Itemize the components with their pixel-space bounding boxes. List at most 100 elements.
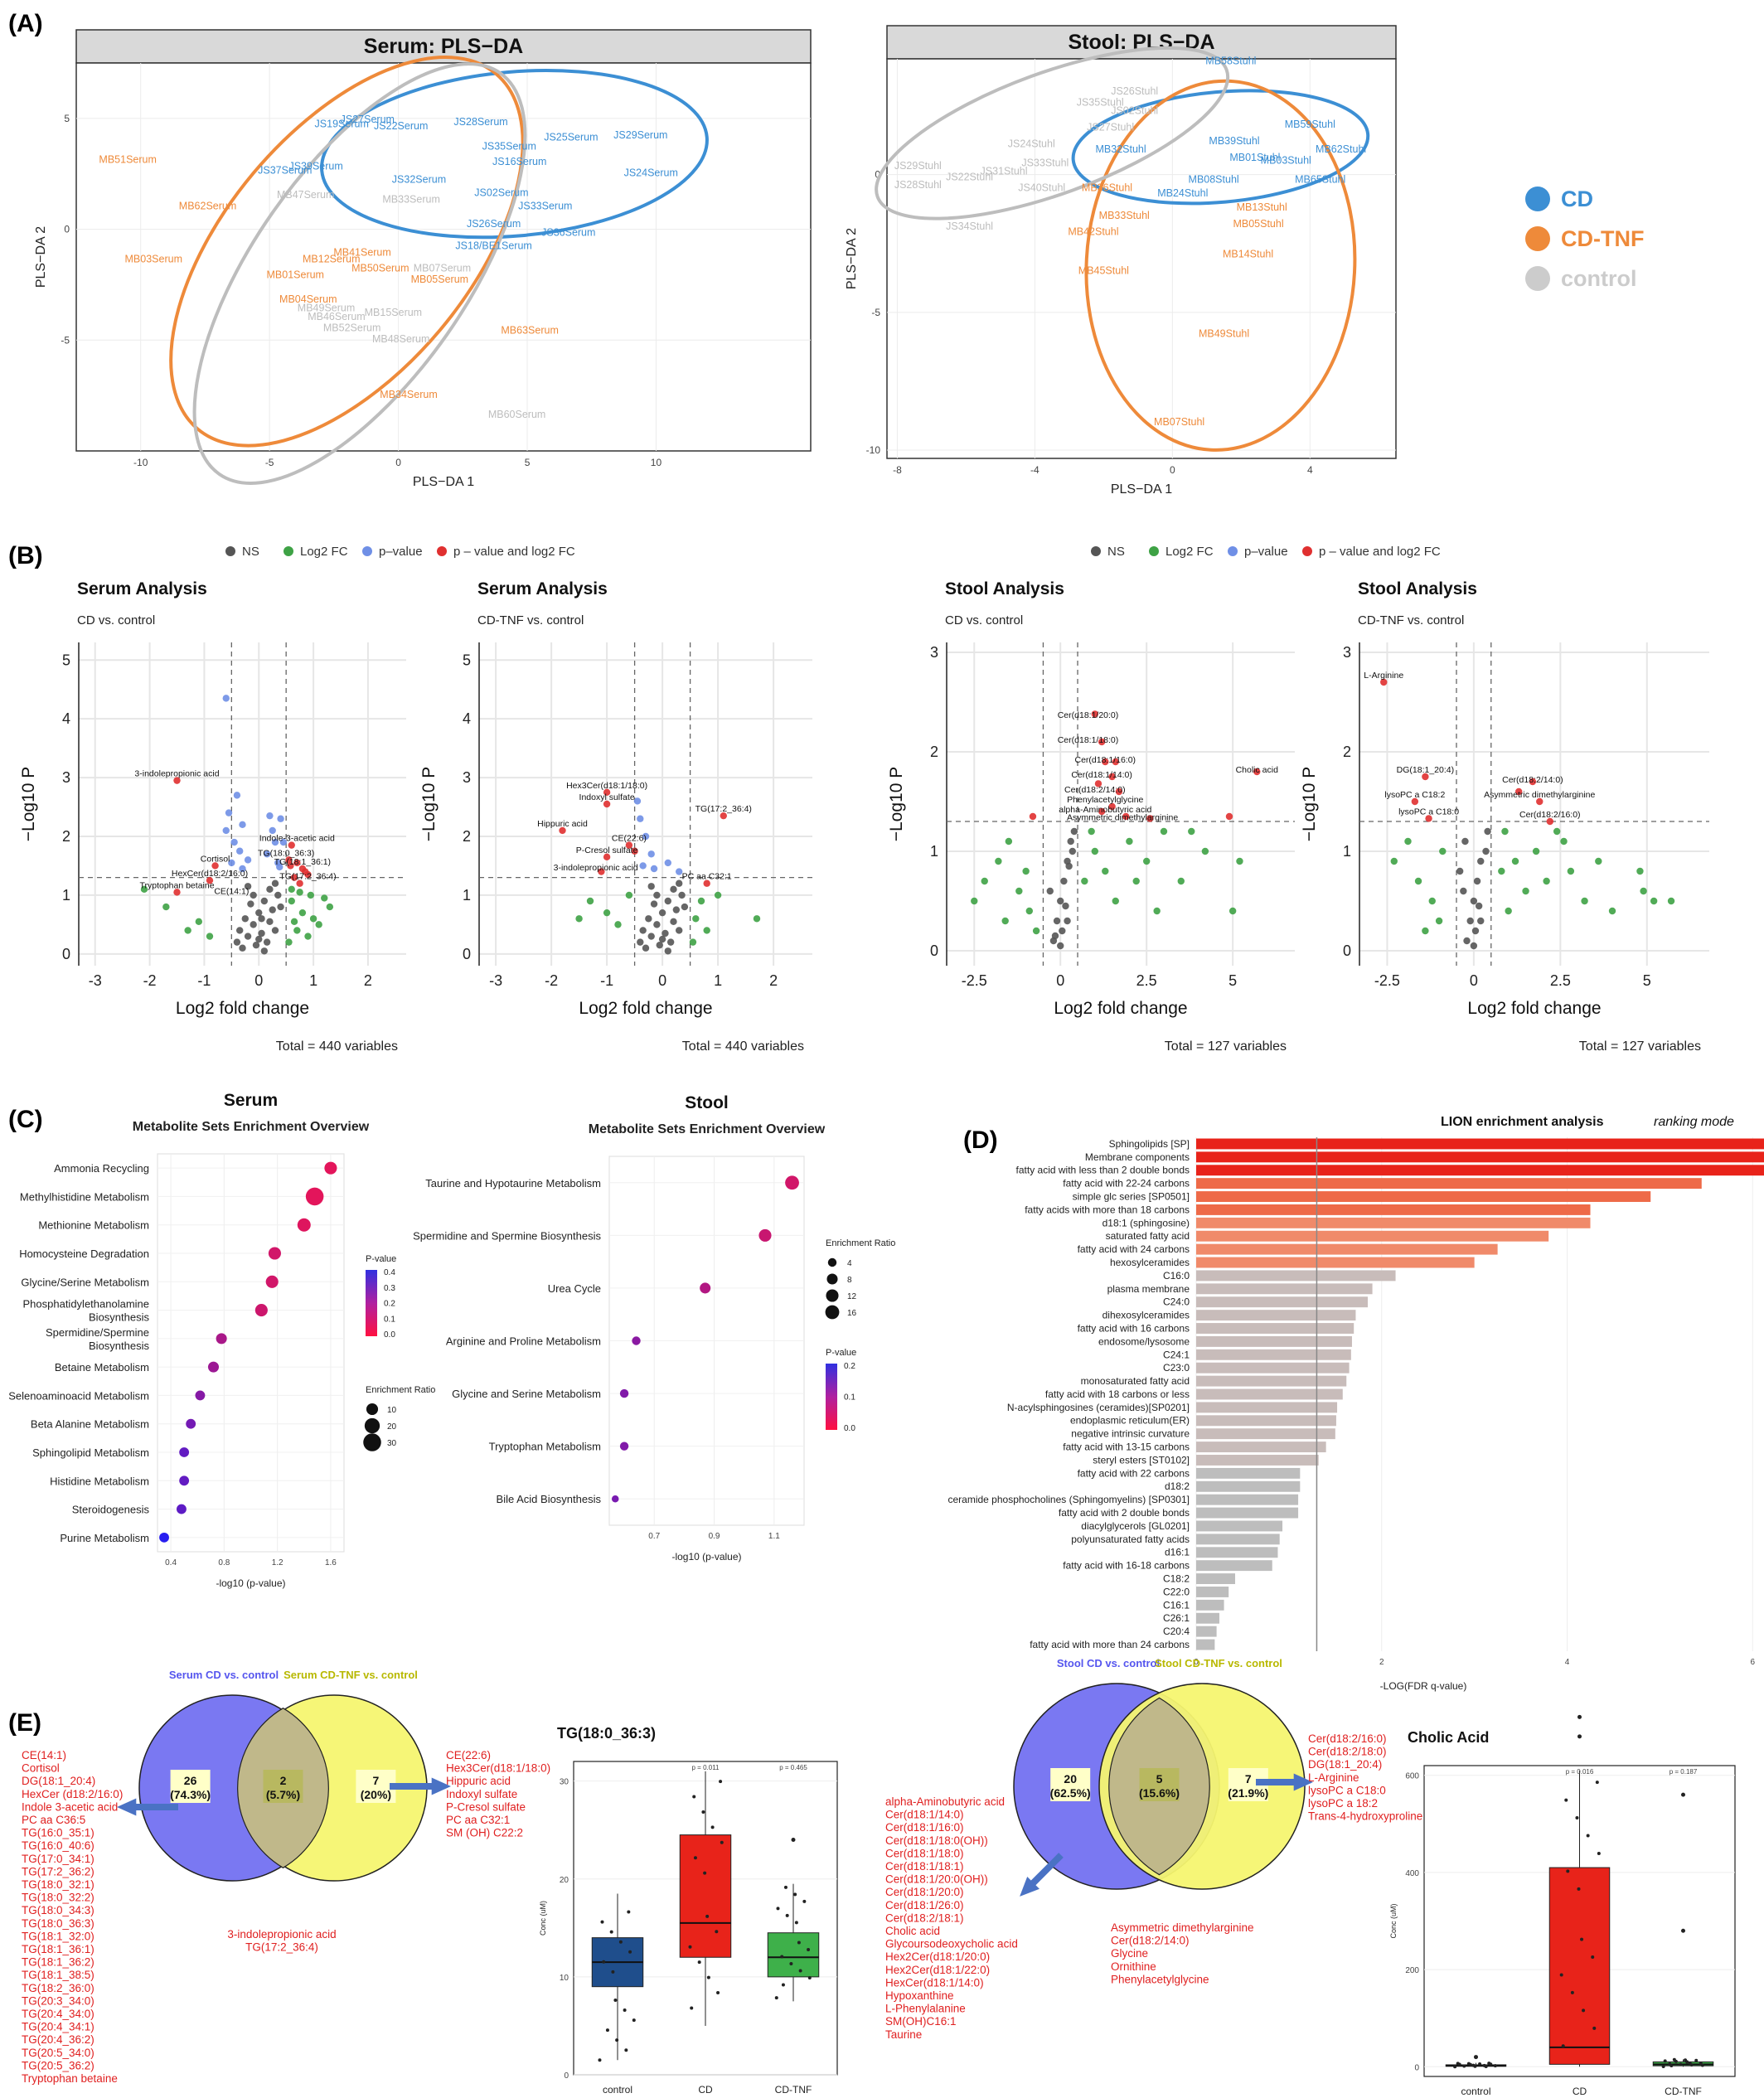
bar [1196,1270,1396,1282]
bar [1196,1534,1280,1545]
data-point [271,927,279,934]
y-tick-label: 5 [64,113,70,124]
data-point [1461,837,1469,845]
bar [1196,1178,1702,1190]
data-point [1498,867,1505,875]
data-point [603,800,611,808]
x-tick-label: 5 [1228,972,1237,989]
category-label: Methylhistidine Metabolism [20,1190,149,1203]
colorbar-tick: 0.4 [384,1268,395,1277]
jitter-point [1566,1869,1570,1873]
category-label: Homocysteine Degradation [19,1248,149,1260]
enrichment-dot [700,1282,711,1294]
x-tick-label: -2.5 [962,972,987,989]
x-tick-label: -10 [133,457,148,468]
data-point [1102,867,1109,875]
jitter-point [716,1991,720,1995]
data-point [1581,897,1588,905]
y-tick-label: 2 [930,744,938,760]
data-point [1177,877,1185,885]
data-point [676,927,683,934]
data-point [1064,917,1071,925]
legend-label: CD [1561,187,1593,211]
x-tick-label: 2 [769,972,778,989]
x-tick-label: -2 [143,972,157,989]
venn-right-item: P-Cresol sulfate [446,1800,526,1813]
venn-left-item: Glycoursodeoxycholic acid [885,1938,1018,1950]
plot-caption: Total = 127 variables [1579,1039,1701,1054]
category-label: fatty acid with 2 double bonds [1059,1507,1190,1519]
x-tick-label: 5 [525,457,531,468]
data-point [162,903,170,911]
sample-point-label: MB50Serum [351,262,409,274]
size-legend-label: 12 [847,1292,857,1301]
data-point [228,859,235,867]
sample-point-label: MB05Serum [411,274,468,285]
data-point [1411,797,1419,806]
x-tick-label: 0 [658,972,666,989]
data-point [250,891,257,899]
data-point [1102,758,1109,766]
point-annotation: CE(22:6) [612,834,647,844]
data-point [681,903,689,911]
jitter-point [701,1810,705,1814]
data-point [625,891,633,899]
point-annotation: Cer(d18:2/14:0) [1502,775,1563,785]
legend-label: NS [1107,545,1125,559]
sample-point-label: MB45Stuhl [1078,264,1129,276]
y-axis-label: −Log10 P [19,767,38,842]
category-label: fatty acid with 22-24 carbons [1063,1178,1190,1190]
data-point [1414,877,1422,885]
box [767,1932,820,1978]
bar [1196,1455,1319,1466]
data-point [1112,897,1119,905]
sample-point-label: MB08Stuhl [1189,174,1239,186]
data-point [1456,867,1464,875]
data-point [247,900,254,908]
jitter-point [1679,2062,1683,2067]
x-axis-label: Log2 fold change [1054,999,1187,1018]
sample-point-label: MB03Stuhl [1261,154,1311,166]
jitter-point [1668,2062,1672,2066]
plot-subtitle: Metabolite Sets Enrichment Overview [589,1122,826,1136]
bar [1196,1296,1368,1308]
jitter-point [1684,2058,1688,2062]
data-point [714,891,722,899]
point-annotation: Cer(d18:2/16:0) [1519,810,1581,820]
data-point [1057,897,1064,905]
colorbar-tick: 0.2 [844,1362,855,1371]
plot-caption: Total = 440 variables [682,1039,804,1054]
category-label: CD [698,2084,713,2096]
jitter-point [1561,2044,1565,2048]
category-label: fatty acid with 22 carbons [1078,1467,1190,1479]
category-label: fatty acid with less than 2 double bonds [1016,1165,1190,1176]
x-tick-label: 0 [1194,1658,1199,1667]
venn-right-count: 7 [1245,1772,1252,1785]
venn-right-item: Cer(d18:2/18:0) [1308,1746,1387,1758]
x-tick-label: -3 [489,972,502,989]
data-point [650,865,658,873]
sample-point-label: MB48Serum [372,333,429,345]
data-point [1236,857,1243,865]
jitter-point [1661,2065,1665,2069]
category-label: Bile Acid Biosynthesis [497,1493,602,1505]
venn-right-title: Serum CD-TNF vs. control [284,1669,418,1681]
category-label: control [1461,2086,1490,2097]
point-annotation: Asymmetric dimethylarginine [1067,813,1178,823]
data-point [1059,927,1066,935]
bar [1196,1388,1343,1400]
legend-label: NS [242,545,259,559]
y-tick-label: 0 [463,946,471,962]
sample-point-label: MB59Stuhl [1285,119,1335,130]
data-point [647,850,655,858]
bar [1196,1599,1224,1611]
data-point [1511,857,1519,865]
category-label: C24:1 [1163,1349,1190,1360]
plot-title: Serum [224,1091,278,1110]
data-point [1112,758,1119,766]
lion-enrichment-chart: LION enrichment analysis ranking mode 0 2 4… [947,1115,1764,1692]
enrichment-dot [619,1441,629,1451]
jitter-point [1471,2063,1476,2067]
plot-title: Stool [685,1093,729,1112]
point-annotation: TG(18:1_36:1) [274,857,331,867]
